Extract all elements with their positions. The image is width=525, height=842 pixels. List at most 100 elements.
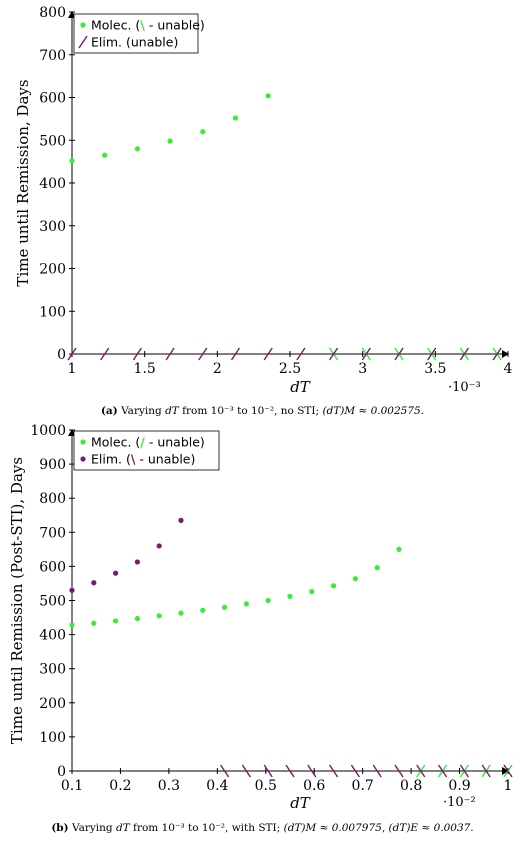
point-elim-unable-a [230, 347, 241, 361]
y-tick-label-b: 800 [39, 491, 66, 507]
point-molec-b [374, 565, 380, 571]
x-tick-label-b: 1 [504, 778, 513, 794]
point-elim-b [178, 517, 184, 523]
y-tick-label-b: 500 [39, 594, 66, 610]
y-tick-label-b: 900 [39, 457, 66, 473]
x-tick-label-b: 0.6 [303, 778, 325, 794]
point-molec-a [265, 93, 271, 99]
point-elim-unable-b [481, 764, 491, 778]
point-elim-unable-a [198, 347, 208, 361]
point-elim-unable-b [438, 764, 448, 778]
caption-b: (b) Varying dT from 10⁻³ to 10⁻², with S… [0, 822, 525, 834]
y-tick-label-a: 300 [39, 219, 66, 235]
y-tick-label-a: 0 [57, 347, 66, 363]
point-elim-unable-b [459, 764, 469, 778]
legend-label-a: Elim. (unable) [91, 35, 178, 50]
y-tick-label-a: 400 [39, 176, 66, 192]
y-tick-label-b: 600 [39, 559, 66, 575]
point-molec-b [352, 576, 358, 582]
point-molec-b [178, 610, 184, 616]
point-elim-b [156, 543, 162, 549]
point-elim-unable-a [100, 347, 110, 361]
legend-marker-a [78, 35, 88, 49]
point-elim-unable-a [361, 347, 371, 361]
x-axis-arrow-a [502, 350, 509, 358]
y-tick-label-b: 0 [57, 764, 66, 780]
chart-b: 0 100 200 300 400 500 600 700 800 900 1000 0.1 0.2 0.… [8, 423, 513, 812]
y-tick-label-a: 200 [39, 262, 66, 278]
x-tick-label-b: 0.8 [400, 778, 422, 794]
caption-a-post: (dT)M ≈ 0.002575. [322, 405, 425, 417]
y-tick-label-b: 200 [39, 696, 66, 712]
point-molec-b [265, 597, 271, 604]
point-elim-unable-b [350, 764, 360, 778]
point-molec-a [167, 138, 173, 144]
x-scale-note-a: ·10⁻³ [448, 380, 481, 395]
point-elim-unable-b [416, 764, 426, 778]
point-elim-unable-b [372, 764, 382, 778]
x-tick-label-b: 0.3 [158, 778, 180, 794]
point-elim-unable-b [329, 764, 339, 778]
y-tick-label-b: 300 [39, 662, 66, 678]
x-tick-label-b: 0.5 [255, 778, 277, 794]
y-tick-label-a: 700 [39, 48, 66, 64]
legend-label-a: Molec. (\ - unable) [91, 18, 205, 33]
legend-marker-a [80, 22, 86, 28]
caption-a-mid: from 10⁻³ to 10⁻², no STI; [178, 405, 323, 417]
legend-marker-b [80, 439, 86, 445]
point-molec-a [200, 129, 206, 135]
x-tick-label-b: 0.1 [61, 778, 83, 794]
x-tick-label-a: 1 [68, 361, 77, 377]
point-elim-b [113, 570, 119, 576]
point-elim-unable-a [296, 347, 306, 361]
x-tick-label-b: 0.4 [206, 778, 228, 794]
legend-box-a [73, 13, 199, 54]
point-elim-b [134, 559, 140, 565]
x-tick-label-a: 2 [213, 361, 222, 377]
y-axis-label-a: Time until Remission, Days [14, 79, 32, 286]
point-elim-b [91, 580, 97, 586]
x-tick-label-b: 0.7 [352, 778, 374, 794]
point-elim-unable-a [427, 347, 437, 361]
point-elim-unable-a [329, 347, 339, 361]
point-molec-b [156, 613, 162, 619]
y-tick-label-a: 600 [39, 91, 66, 107]
point-elim-unable-a [165, 347, 175, 361]
point-elim-unable-b [241, 764, 251, 778]
chart-a: 0 100 200 300 400 500 600 700 800 1 1.5 2 2.5 3 3.5 4 Ti… [14, 5, 513, 396]
point-elim-unable-b [285, 764, 295, 778]
x-axis-label-a: dT [290, 378, 311, 396]
x-tick-label-a: 3.5 [424, 361, 446, 377]
point-elim-unable-b [503, 764, 513, 778]
y-tick-label-a: 100 [39, 304, 66, 320]
point-molec-b [91, 620, 97, 626]
point-elim-unable-b [394, 764, 404, 778]
x-axis-label-b: dT [290, 794, 311, 812]
point-elim-unable-a [492, 347, 502, 361]
caption-a: (a) Varying dT from 10⁻³ to 10⁻², no STI… [0, 405, 525, 417]
caption-b-mid: from 10⁻³ to 10⁻², with STI; [129, 822, 284, 834]
caption-a-var: dT [165, 405, 179, 417]
y-tick-label-b: 1000 [30, 423, 66, 439]
point-molec-b [134, 615, 140, 622]
y-tick-label-b: 700 [39, 525, 66, 541]
caption-b-post: (dT)M ≈ 0.007975, (dT)E ≈ 0.0037. [283, 822, 474, 834]
point-elim-unable-a [132, 347, 142, 361]
caption-a-pre: Varying [121, 405, 166, 417]
point-molec-b [200, 607, 206, 613]
point-molec-b [309, 589, 315, 595]
x-tick-label-a: 2.5 [279, 361, 301, 377]
x-tick-label-a: 3 [358, 361, 367, 377]
caption-b-pre: Varying [71, 822, 116, 834]
point-elim-unable-a [394, 347, 404, 361]
caption-b-label: (b) [51, 822, 69, 834]
x-scale-note-b: ·10⁻² [443, 795, 476, 810]
x-tick-label-a: 1.5 [134, 361, 156, 377]
x-tick-label-a: 4 [504, 361, 513, 377]
point-elim-unable-a [263, 347, 273, 361]
legend-box-b [73, 430, 220, 471]
point-elim-unable-a [67, 347, 77, 361]
caption-b-var: dT [115, 822, 130, 834]
x-axis-arrow-b [502, 767, 509, 775]
point-molec-b [287, 593, 293, 600]
